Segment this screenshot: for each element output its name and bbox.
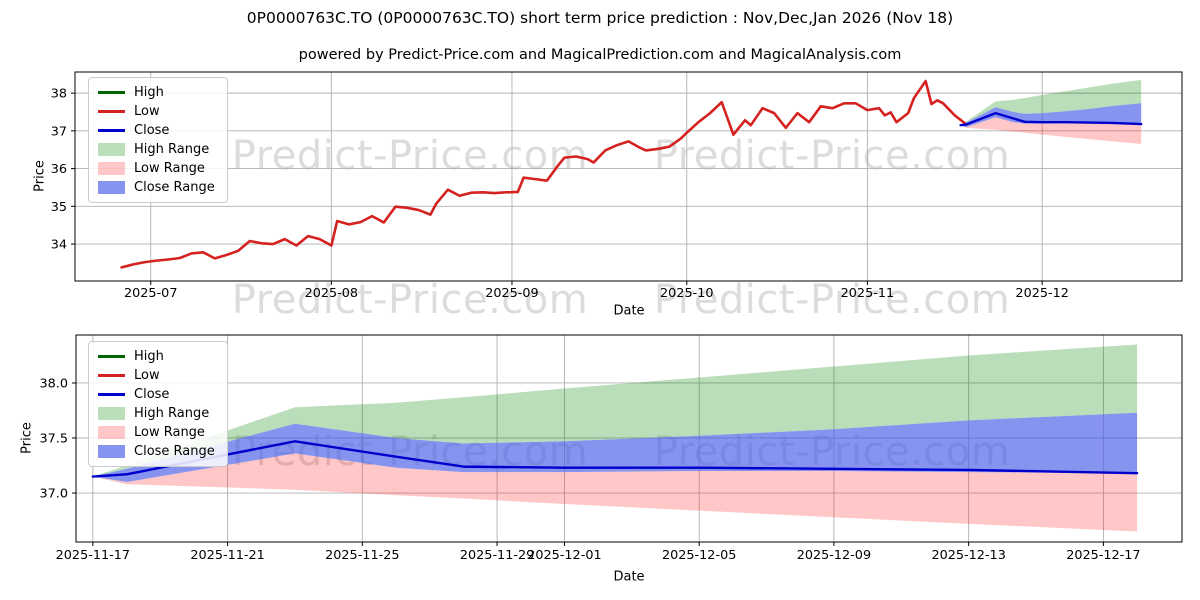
close-forecast-line: [959, 111, 1143, 127]
legend-label: Low: [134, 368, 160, 383]
legend-label: Low Range: [134, 425, 205, 440]
legend-label: Close Range: [134, 444, 215, 459]
legend-label: Close: [134, 387, 170, 402]
bottom-y-axis-label: Price: [19, 422, 35, 454]
y-tick-label: 37.0: [40, 487, 69, 502]
legend-label: Low: [134, 104, 160, 119]
low-swatch: [98, 110, 125, 113]
x-tick-label: 2025-12-05: [662, 548, 736, 563]
legend-label: High Range: [134, 406, 210, 421]
x-tick-label: 2025-07: [124, 286, 177, 301]
low-range-swatch: [98, 162, 125, 175]
legend-label: High Range: [134, 142, 210, 157]
top-chart-legend: High Low Close High Range Low Range Close Ran…: [88, 77, 228, 203]
y-tick-label: 34: [51, 238, 67, 253]
watermark-text: Predict-Price.com: [231, 277, 589, 323]
legend-item-low: Low: [98, 104, 215, 119]
high-range-band: [92, 344, 1138, 477]
close-range-swatch: [98, 181, 125, 194]
x-tick-label: 2025-12-01: [527, 548, 601, 563]
legend-item-close-range: Close Range: [98, 180, 215, 195]
legend-item-high-range: High Range: [98, 142, 215, 157]
page-subtitle: powered by Predict-Price.com and Magical…: [298, 47, 902, 63]
low-range-band: [960, 117, 1142, 145]
close-range-band: [960, 103, 1142, 128]
legend-label: Close Range: [134, 180, 215, 195]
legend-item-low-range: Low Range: [98, 161, 215, 176]
high-range-swatch: [98, 407, 125, 420]
watermark-text: Predict-Price.com: [653, 133, 1011, 179]
high-swatch: [98, 91, 125, 94]
x-tick-label: 2025-12-09: [797, 548, 871, 563]
x-tick-label: 2025-11: [841, 286, 894, 301]
x-tick-label: 2025-12-17: [1066, 548, 1140, 563]
y-tick-label: 36: [51, 162, 67, 177]
legend-item-high-range: High Range: [98, 406, 215, 421]
legend-label: Close: [134, 123, 170, 138]
low-range-band: [92, 453, 1138, 532]
legend-item-close-range: Close Range: [98, 444, 215, 459]
low-history-line: [120, 79, 968, 269]
close-swatch: [98, 393, 125, 396]
legend-item-low: Low: [98, 368, 215, 383]
watermark-text: Predict-Price.com: [653, 277, 1011, 323]
x-tick-label: 2025-11-25: [325, 548, 399, 563]
top-x-axis-label: Date: [613, 303, 645, 319]
legend-item-high: High: [98, 349, 215, 364]
bottom-x-axis-label: Date: [613, 569, 645, 585]
page-title: 0P0000763C.TO (0P0000763C.TO) short term…: [246, 9, 954, 27]
price-history-with-forecast: 2025-07 2025-08 2025-09 2025-10 2025-11 2025-…: [51, 71, 1183, 301]
close-range-band: [92, 412, 1138, 483]
y-tick-label: 35: [51, 200, 67, 215]
y-tick-label: 37.5: [40, 432, 69, 447]
legend-item-high: High: [98, 85, 215, 100]
high-range-swatch: [98, 143, 125, 156]
legend-label: High: [134, 85, 164, 100]
x-tick-label: 2025-12: [1015, 286, 1068, 301]
legend-label: Low Range: [134, 161, 205, 176]
watermark-text: Predict-Price.com: [231, 133, 589, 179]
close-swatch: [98, 129, 125, 132]
bottom-chart-legend: High Low Close High Range Low Range Close Ran…: [88, 341, 228, 467]
low-range-swatch: [98, 426, 125, 439]
x-tick-label: 2025-11-29: [460, 548, 534, 563]
x-tick-label: 2025-11-17: [56, 548, 130, 563]
y-tick-label: 37: [51, 124, 67, 139]
low-swatch: [98, 374, 125, 377]
x-tick-label: 2025-08: [305, 286, 358, 301]
x-tick-label: 2025-09: [485, 286, 538, 301]
x-tick-label: 2025-10: [660, 286, 713, 301]
high-range-band: [960, 79, 1142, 126]
x-tick-label: 2025-12-13: [931, 548, 1005, 563]
y-tick-label: 38: [51, 87, 67, 102]
legend-item-close: Close: [98, 387, 215, 402]
axes-frame: [74, 71, 1183, 282]
legend-label: High: [134, 349, 164, 364]
forecast-zoom: 2025-11-17 2025-11-21 2025-11-25 2025-11-29…: [40, 334, 1183, 563]
legend-item-low-range: Low Range: [98, 425, 215, 440]
y-tick-label: 38.0: [40, 376, 69, 391]
top-y-axis-label: Price: [32, 160, 48, 192]
legend-item-close: Close: [98, 123, 215, 138]
close-range-swatch: [98, 445, 125, 458]
x-tick-label: 2025-11-21: [190, 548, 264, 563]
high-swatch: [98, 355, 125, 358]
